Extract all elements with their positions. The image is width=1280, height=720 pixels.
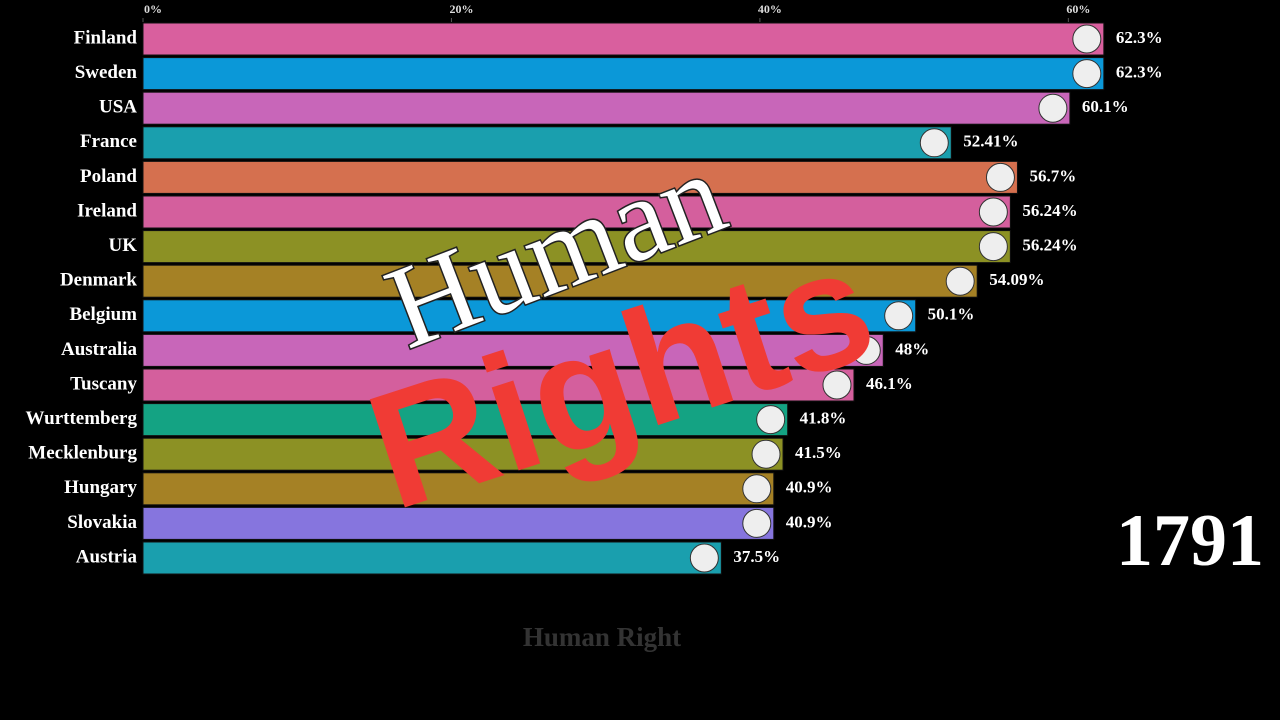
category-label: Belgium (69, 304, 137, 325)
flag (751, 439, 781, 469)
category-label: Sweden (75, 62, 138, 83)
category-label: UK (109, 235, 138, 256)
flag (919, 128, 949, 158)
bar (142, 160, 1018, 194)
flag (884, 301, 914, 331)
bar (142, 126, 952, 160)
flag (978, 232, 1008, 262)
value-label: 62.3% (1116, 63, 1163, 82)
category-label: Hungary (64, 477, 137, 498)
bar (142, 403, 789, 437)
flag (742, 508, 772, 538)
flag (1038, 93, 1068, 123)
category-label: Mecklenburg (28, 443, 137, 464)
category-label: Finland (74, 27, 138, 48)
bar (142, 368, 855, 402)
bar (142, 333, 884, 367)
year-label: 1791 (1116, 500, 1264, 582)
value-label: 54.09% (989, 270, 1044, 289)
value-label: 48% (895, 339, 929, 358)
category-label: Slovakia (67, 512, 137, 533)
bar (142, 91, 1071, 125)
x-tick-label: 20% (449, 2, 473, 16)
value-label: 60.1% (1082, 97, 1129, 116)
plot: 0% 20% 40% 60% Finland 62.3% Sweden 62.3% USA 60.… (25, 2, 1163, 575)
flag (1072, 24, 1102, 54)
value-label: 40.9% (786, 512, 833, 531)
category-label: Poland (80, 166, 137, 187)
category-label: Wurttemberg (25, 408, 137, 429)
flag (822, 370, 852, 400)
bar (142, 299, 917, 333)
x-tick-label: 60% (1066, 2, 1090, 16)
flag (978, 197, 1008, 227)
value-label: 41.8% (800, 409, 847, 428)
bar (142, 264, 978, 298)
bar (142, 57, 1105, 91)
bar (142, 437, 784, 471)
value-label: 41.5% (795, 443, 842, 462)
value-label: 56.24% (1022, 201, 1077, 220)
value-label: 56.24% (1022, 236, 1077, 255)
category-label: Ireland (77, 200, 137, 221)
category-label: Tuscany (70, 373, 137, 394)
bar (142, 472, 775, 506)
bar (142, 230, 1011, 264)
value-label: 56.7% (1029, 166, 1076, 185)
category-label: Australia (61, 339, 138, 360)
x-tick-label: 0% (144, 2, 162, 16)
bar (142, 541, 722, 575)
value-label: 40.9% (786, 478, 833, 497)
value-label: 52.41% (963, 132, 1018, 151)
value-label: 46.1% (866, 374, 913, 393)
value-label: 62.3% (1116, 28, 1163, 47)
value-label: 37.5% (733, 547, 780, 566)
flag (985, 162, 1015, 192)
category-label: Denmark (60, 270, 137, 291)
caption: Human Right (523, 622, 681, 652)
category-label: USA (99, 97, 137, 118)
x-tick-label: 40% (758, 2, 782, 16)
flag (689, 543, 719, 573)
value-label: 50.1% (928, 305, 975, 324)
flag (945, 266, 975, 296)
bar (142, 195, 1011, 229)
flag (756, 405, 786, 435)
bar (142, 506, 775, 540)
bar (142, 22, 1105, 56)
category-label: Austria (76, 546, 138, 567)
flag (851, 335, 881, 365)
flag (1072, 59, 1102, 89)
flag (742, 474, 772, 504)
category-label: France (80, 131, 137, 152)
